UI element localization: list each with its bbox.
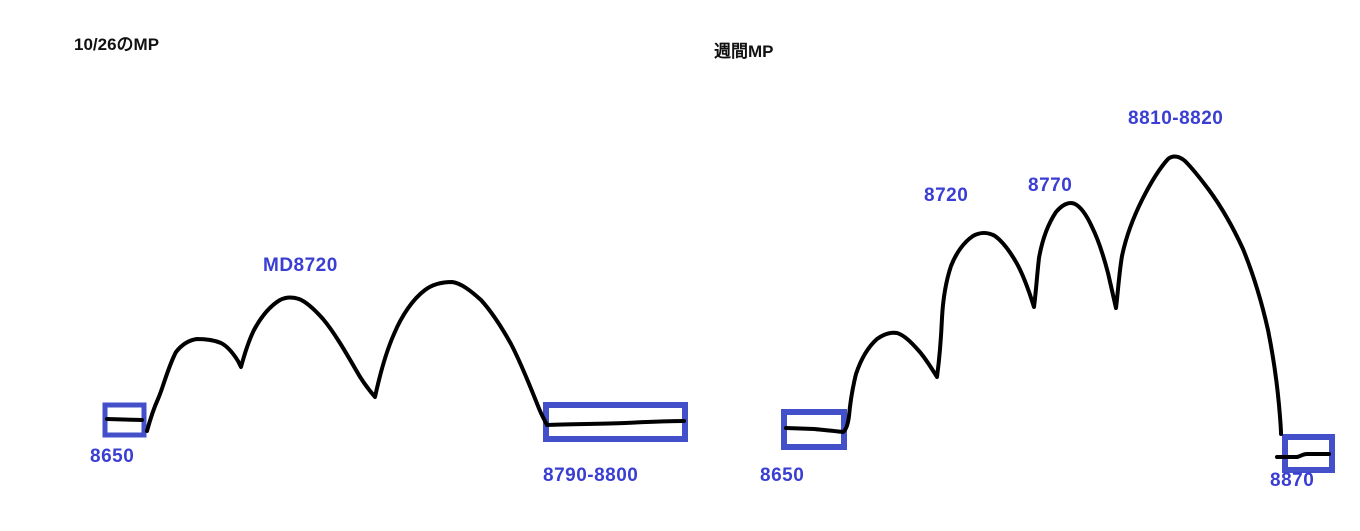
weekly-price-label-8870: 8870 — [1270, 470, 1315, 491]
daily-price-label-md8720: MD8720 — [263, 255, 338, 276]
weekly-price-label-8650: 8650 — [760, 465, 805, 486]
weekly-price-label-8810-8820: 8810-8820 — [1128, 108, 1224, 129]
daily-profile-curve — [105, 280, 686, 433]
weekly-price-label-8720: 8720 — [924, 185, 969, 206]
weekly-chart-title: 週間MP — [714, 42, 774, 61]
daily-chart-title: 10/26のMP — [74, 35, 160, 54]
weekly-price-label-8770: 8770 — [1028, 175, 1073, 196]
weekly-close-price-box — [1282, 434, 1335, 473]
weekly-profile-curve — [784, 154, 1331, 459]
daily-price-label-8790-8800: 8790-8800 — [543, 465, 639, 486]
daily-price-label-8650: 8650 — [90, 446, 135, 467]
